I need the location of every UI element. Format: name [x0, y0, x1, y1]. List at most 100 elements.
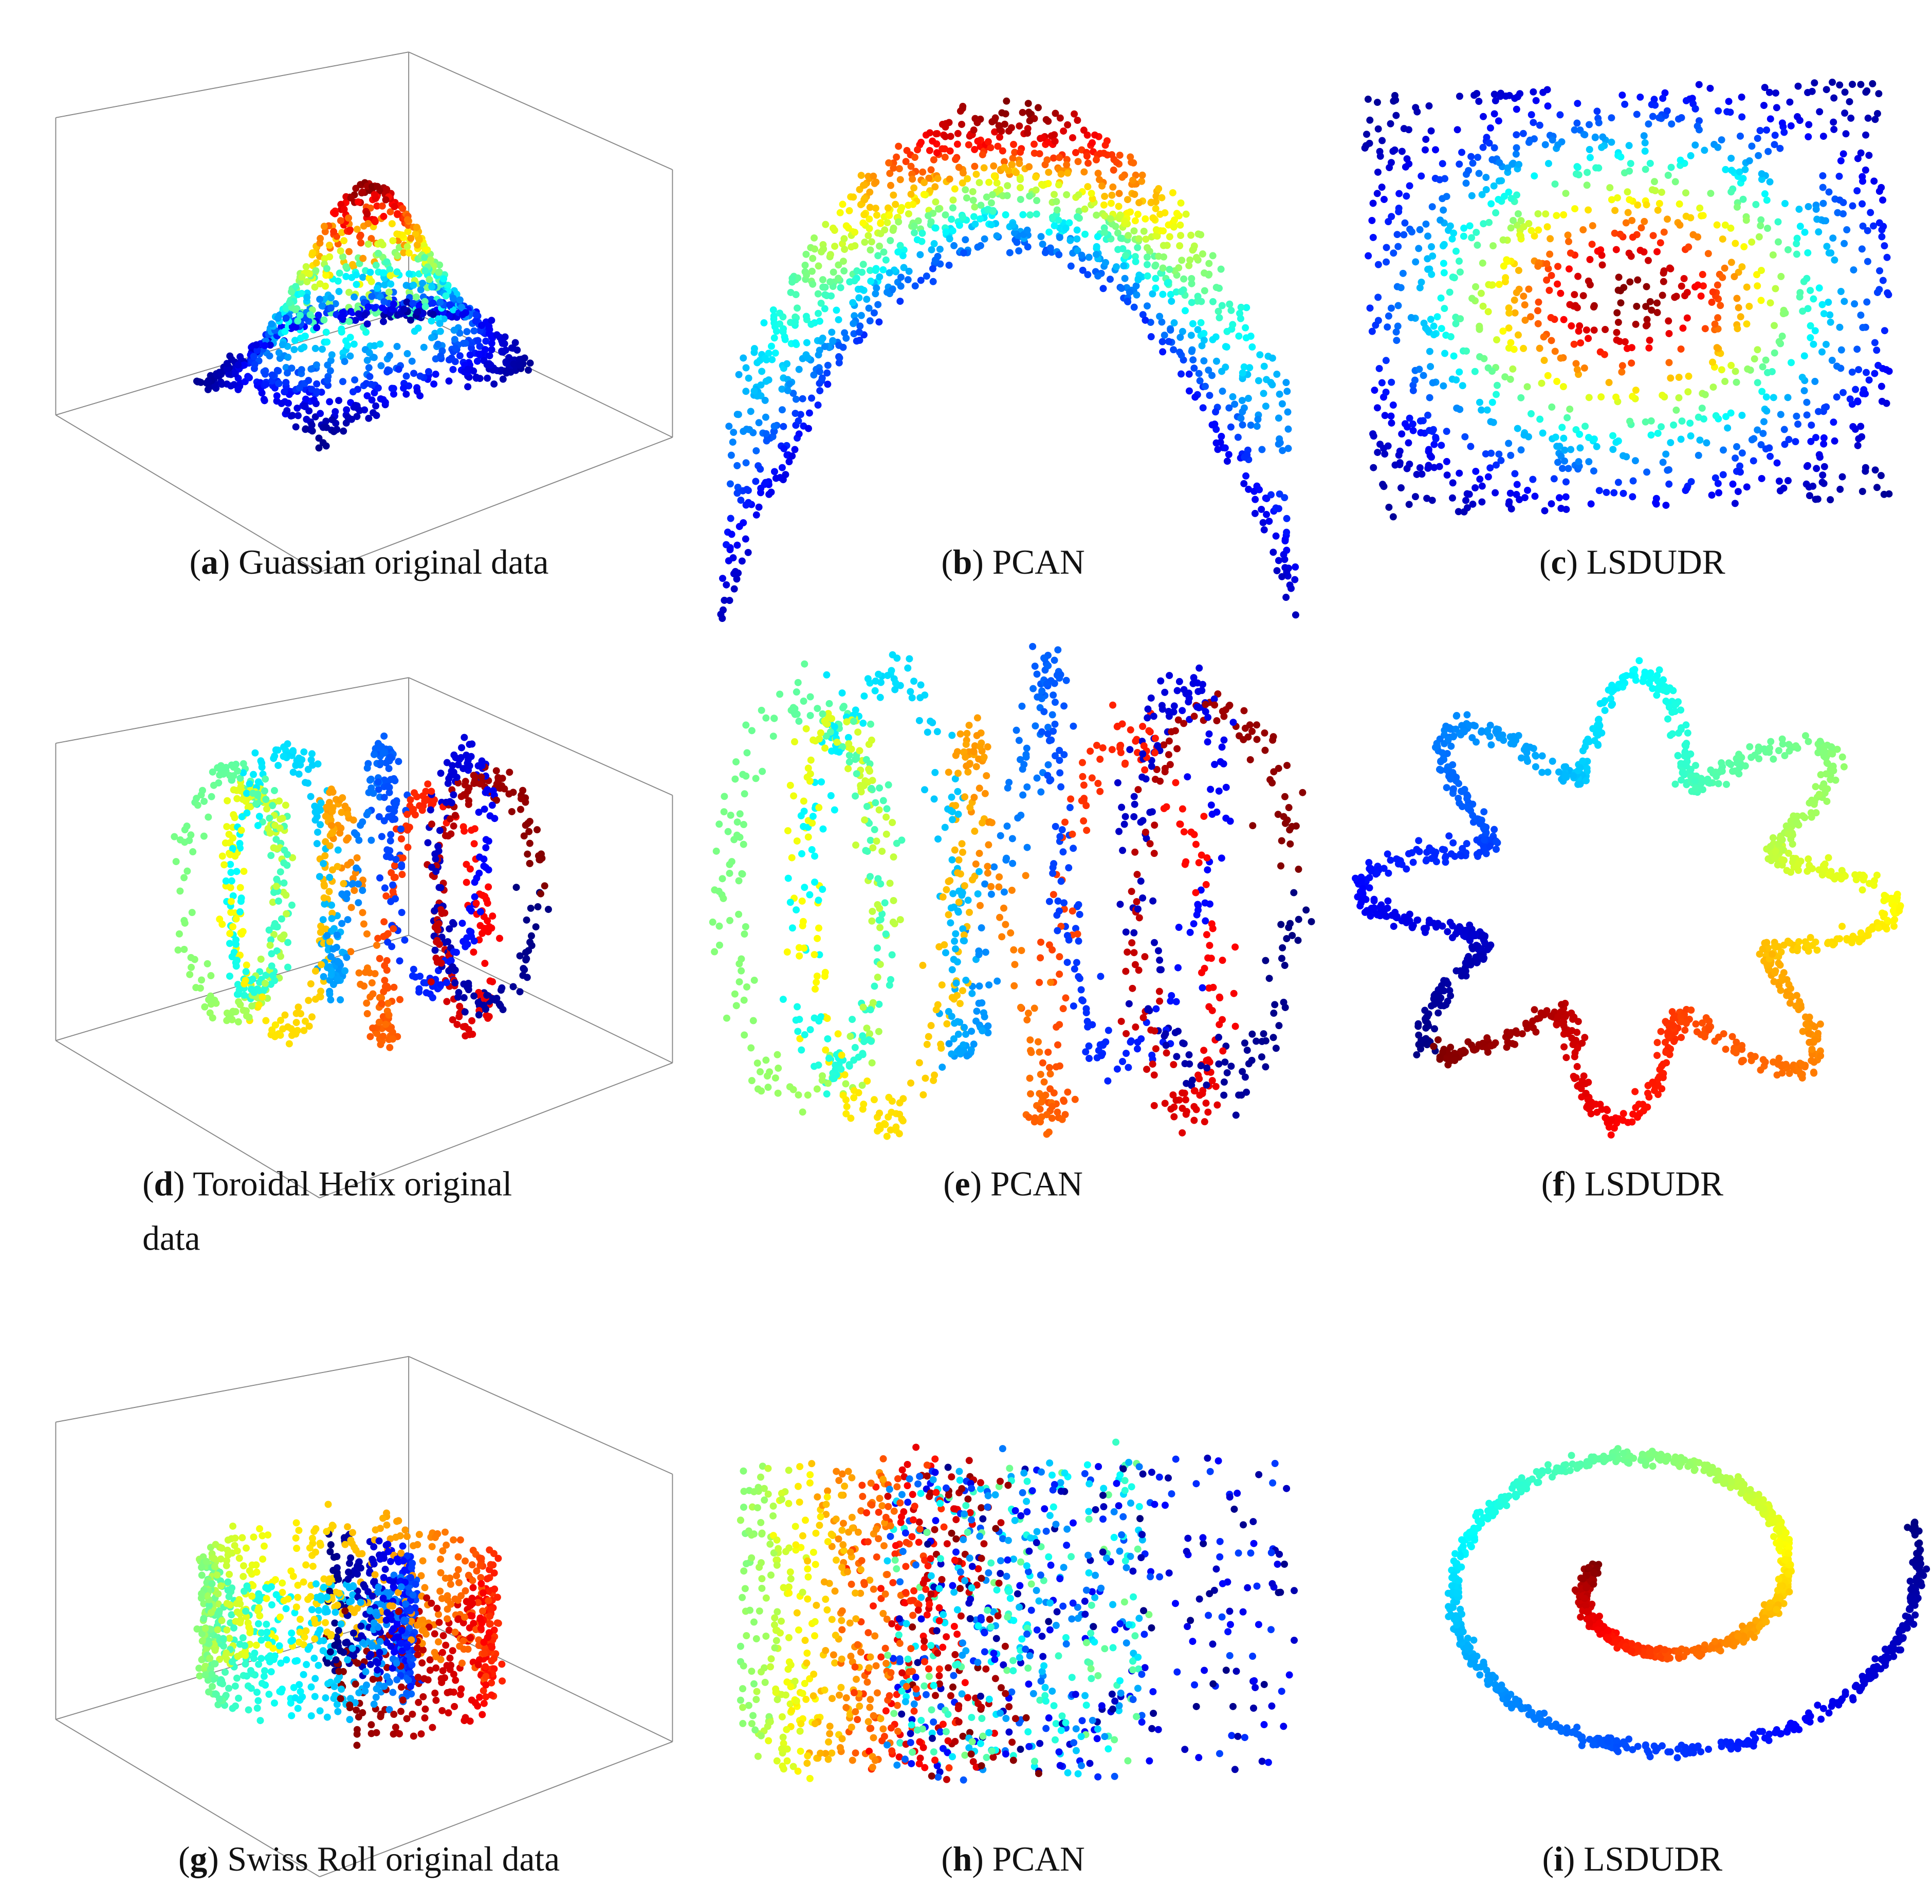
point	[1071, 110, 1078, 118]
point	[1781, 199, 1789, 207]
point	[240, 868, 248, 875]
point	[1554, 263, 1562, 270]
point	[1552, 433, 1559, 441]
point	[896, 176, 904, 184]
point	[1725, 98, 1733, 105]
point	[457, 793, 465, 800]
point	[802, 313, 810, 320]
point	[300, 343, 308, 351]
point	[776, 309, 784, 317]
point	[242, 968, 250, 976]
point	[1017, 184, 1024, 192]
point	[216, 916, 224, 923]
point	[1876, 267, 1884, 274]
point	[428, 864, 435, 871]
point	[1585, 335, 1592, 342]
point	[1239, 421, 1246, 429]
point	[344, 810, 352, 818]
point	[1677, 156, 1684, 164]
point	[951, 185, 959, 193]
point	[288, 901, 296, 909]
point	[200, 832, 208, 840]
point	[1443, 471, 1451, 479]
point	[240, 760, 247, 767]
point	[1759, 430, 1767, 437]
point	[1565, 465, 1572, 472]
point	[305, 270, 313, 278]
point	[1025, 163, 1033, 171]
point	[464, 759, 471, 767]
point	[1870, 222, 1878, 230]
point	[1107, 199, 1115, 207]
point	[295, 1003, 302, 1011]
point	[763, 437, 770, 445]
point	[1608, 138, 1615, 146]
point	[1800, 352, 1808, 360]
point	[932, 130, 940, 138]
point	[1201, 287, 1208, 295]
point	[1017, 196, 1024, 203]
point	[1562, 478, 1570, 486]
point	[1721, 378, 1729, 385]
point	[1081, 205, 1089, 213]
point	[1586, 121, 1593, 129]
point	[520, 832, 528, 840]
point	[377, 742, 384, 750]
point	[471, 773, 479, 780]
point	[278, 915, 285, 923]
point	[422, 788, 430, 795]
point	[1821, 404, 1829, 411]
point	[1484, 308, 1492, 316]
point	[412, 293, 420, 301]
point	[277, 868, 284, 876]
point	[1398, 148, 1406, 155]
point	[1820, 217, 1828, 225]
point	[1260, 1030, 1267, 1038]
point	[1819, 199, 1827, 207]
point	[368, 292, 376, 300]
point	[398, 861, 406, 869]
point	[1439, 242, 1447, 250]
point	[725, 423, 733, 430]
point	[376, 874, 384, 882]
point	[377, 759, 384, 766]
point	[1612, 246, 1620, 253]
point	[997, 832, 1004, 839]
point	[261, 370, 269, 378]
point	[971, 203, 979, 211]
point	[1717, 302, 1724, 309]
point	[379, 396, 387, 404]
point	[1677, 345, 1685, 353]
point	[1134, 210, 1142, 218]
point	[1628, 359, 1635, 367]
point	[237, 783, 245, 791]
point	[1763, 126, 1771, 134]
point	[334, 959, 342, 966]
point	[1175, 678, 1183, 685]
point	[1468, 192, 1476, 199]
point	[876, 273, 884, 281]
point	[1405, 160, 1413, 168]
point	[293, 405, 301, 412]
point	[313, 380, 321, 388]
point	[321, 255, 328, 263]
point	[1641, 217, 1648, 225]
point	[1865, 376, 1873, 384]
point	[327, 304, 335, 312]
point	[1829, 79, 1836, 86]
point	[1667, 374, 1675, 382]
point	[1681, 292, 1689, 300]
point	[254, 778, 262, 786]
point	[897, 207, 905, 214]
point	[277, 815, 284, 823]
point	[484, 374, 491, 382]
point	[1394, 243, 1402, 250]
point	[342, 263, 350, 270]
point	[274, 762, 282, 770]
point	[526, 818, 533, 825]
point	[1113, 263, 1120, 271]
point	[400, 305, 408, 313]
point	[1700, 415, 1707, 423]
point	[1051, 137, 1059, 145]
point	[915, 717, 923, 724]
